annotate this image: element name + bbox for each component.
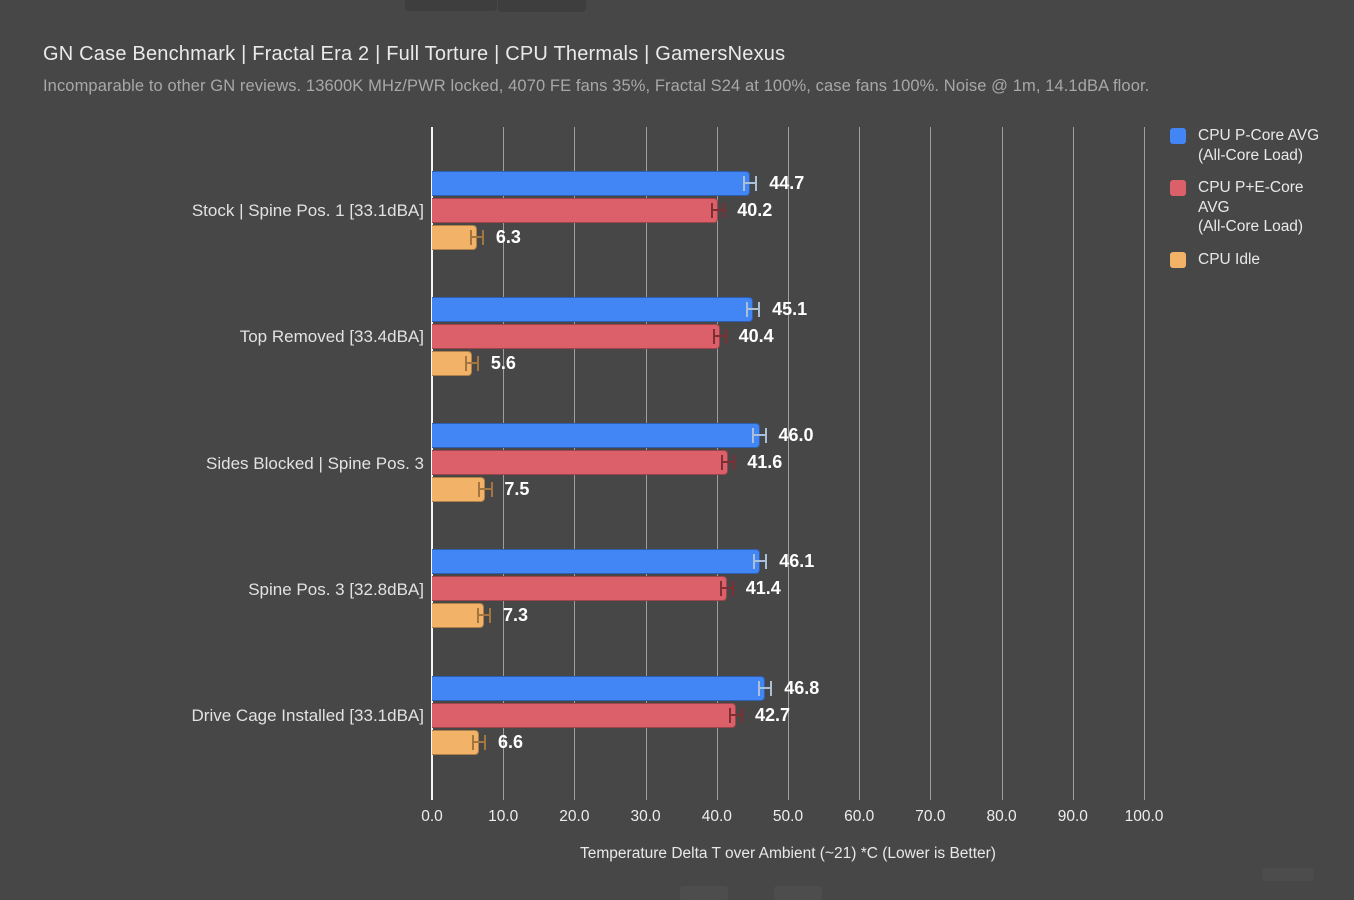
error-bar xyxy=(478,482,493,498)
chart-subtitle: Incomparable to other GN reviews. 13600K… xyxy=(43,77,1150,95)
gridline xyxy=(930,127,932,800)
legend: CPU P-Core AVG (All-Core Load) CPU P+E-Cor… xyxy=(1170,126,1345,269)
x-tick-label: 70.0 xyxy=(915,808,946,825)
category-label: Top Removed [33.4dBA] xyxy=(239,327,424,347)
x-tick-label: 20.0 xyxy=(559,808,590,825)
gridline xyxy=(859,127,861,800)
value-label: 40.2 xyxy=(737,199,773,220)
data-bar xyxy=(432,197,719,223)
error-bar xyxy=(471,734,487,750)
x-tick-label: 50.0 xyxy=(772,808,804,825)
category-axis: Stock | Spine Pos. 1 [33.1dBA] Top Remove… xyxy=(0,0,424,900)
x-tick-label: 10.0 xyxy=(488,808,519,825)
value-label: 41.4 xyxy=(745,578,781,599)
value-label: 46.0 xyxy=(778,425,814,446)
x-tick-label: 90.0 xyxy=(1057,808,1088,825)
error-bar xyxy=(758,680,773,696)
category-label: Spine Pos. 3 [32.8dBA] xyxy=(248,579,424,599)
plot-area: 0.0 10.0 20.0 30.0 40.0 50.0 60.0 70.0 80.0 90.0 1… xyxy=(421,127,1163,825)
legend-swatch xyxy=(1170,180,1186,196)
watermark-fragment xyxy=(774,886,822,900)
value-label: 46.8 xyxy=(784,677,820,698)
legend-label-line: AVG xyxy=(1198,198,1230,216)
watermark-fragment xyxy=(405,0,497,11)
legend-swatch xyxy=(1170,251,1186,268)
data-bar xyxy=(432,296,754,322)
error-bar xyxy=(743,175,758,191)
x-tick-label: 30.0 xyxy=(630,808,661,825)
value-label: 7.3 xyxy=(502,605,528,626)
value-label: 6.3 xyxy=(495,226,521,247)
legend-label-line: (All-Core Load) xyxy=(1198,146,1304,164)
data-bar xyxy=(432,170,751,196)
legend-item: CPU P+E-Core AVG (All-Core Load) xyxy=(1170,178,1345,237)
legend-label: CPU Idle xyxy=(1198,250,1260,270)
gridline xyxy=(788,127,789,800)
legend-item: CPU Idle xyxy=(1170,250,1345,270)
data-bar xyxy=(432,603,484,629)
error-bar xyxy=(464,355,479,371)
category-label: Sides Blocked | Spine Pos. 3 xyxy=(206,453,424,473)
value-label: 41.6 xyxy=(747,452,783,473)
value-label: 40.4 xyxy=(738,325,774,346)
watermark-fragment xyxy=(498,0,586,12)
value-label: 7.5 xyxy=(504,479,530,500)
error-bar xyxy=(712,328,727,344)
category-label: Drive Cage Installed [33.1dBA] xyxy=(191,706,424,726)
data-bar xyxy=(432,675,766,701)
category-label: Stock | Spine Pos. 1 [33.1dBA] xyxy=(191,201,424,220)
legend-label-line: CPU P+E-Core xyxy=(1198,179,1304,196)
gridline xyxy=(1001,127,1003,800)
error-bar xyxy=(476,608,492,624)
x-tick-label: 80.0 xyxy=(986,808,1017,825)
data-bar xyxy=(432,576,727,602)
legend-label-line: CPU Idle xyxy=(1198,250,1261,268)
data-bar xyxy=(432,323,720,349)
error-bar xyxy=(469,229,484,245)
gridline xyxy=(1144,127,1145,800)
error-bar xyxy=(753,554,768,570)
data-bar xyxy=(432,702,737,728)
legend-item: CPU P-Core AVG (All-Core Load) xyxy=(1170,126,1345,165)
legend-swatch xyxy=(1170,128,1186,144)
value-label: 46.1 xyxy=(779,551,815,572)
error-bar xyxy=(719,581,734,597)
value-label: 45.1 xyxy=(772,298,808,319)
legend-label-line: CPU P-Core AVG xyxy=(1198,127,1320,144)
error-bar xyxy=(728,707,744,723)
legend-label: CPU P+E-Core AVG (All-Core Load) xyxy=(1198,178,1304,237)
legend-label: CPU P-Core AVG (All-Core Load) xyxy=(1198,126,1319,165)
watermark-fragment xyxy=(1262,868,1314,881)
chart-title: GN Case Benchmark | Fractal Era 2 | Full… xyxy=(43,43,786,65)
x-axis-label: Temperature Delta T over Ambient (~21) *… xyxy=(580,845,996,862)
legend-label-line: (All-Core Load) xyxy=(1198,218,1304,235)
value-label: 44.7 xyxy=(769,172,805,193)
error-bar xyxy=(711,202,726,218)
error-bar xyxy=(752,428,767,444)
value-label: 6.6 xyxy=(497,731,524,752)
data-bar xyxy=(432,450,729,476)
x-tick-label: 100.0 xyxy=(1124,808,1164,825)
x-tick-label: 0.0 xyxy=(421,808,443,825)
x-tick-label: 60.0 xyxy=(844,808,875,825)
value-label: 5.6 xyxy=(490,352,516,373)
data-bar xyxy=(432,549,761,575)
data-bar xyxy=(432,729,479,755)
x-tick-label: 40.0 xyxy=(701,808,732,825)
watermark-fragment xyxy=(680,886,728,900)
gridline xyxy=(1072,127,1074,800)
error-bar xyxy=(745,301,761,317)
error-bar xyxy=(721,455,736,471)
value-label: 42.7 xyxy=(755,704,791,725)
data-bar xyxy=(432,423,760,449)
